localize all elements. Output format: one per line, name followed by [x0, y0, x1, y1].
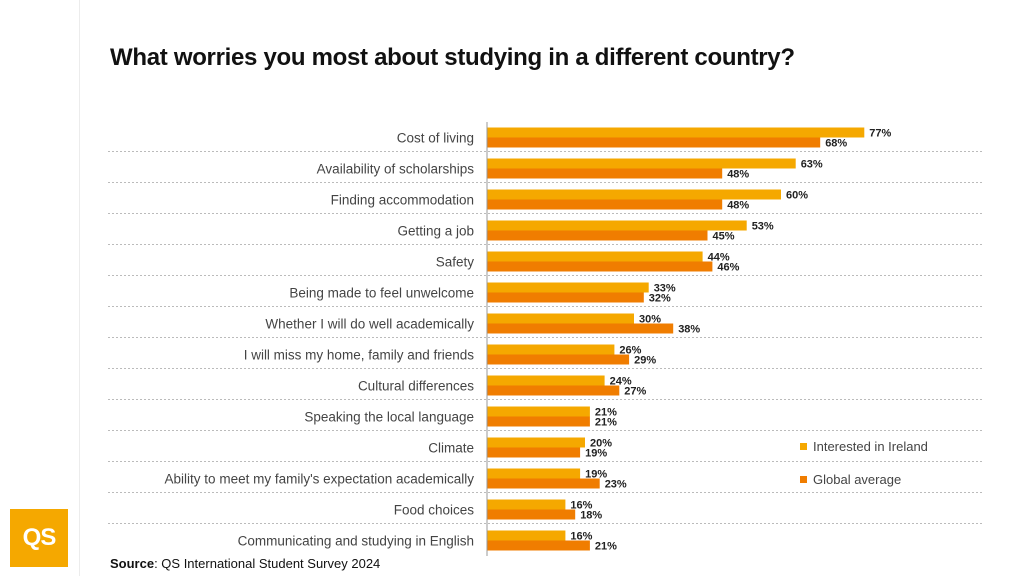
category-label-finding-accommodation: Finding accommodation [331, 193, 474, 208]
value-label-global-average-ability-to-meet-my-family-s-expectation-academically: 23% [605, 479, 627, 491]
bar-global-average-safety [487, 261, 713, 272]
source-text: : QS International Student Survey 2024 [154, 556, 381, 571]
bar-interested-in-ireland-whether-i-will-do-well-academically [487, 313, 634, 324]
bar-interested-in-ireland-cultural-differences [487, 375, 605, 386]
value-label-interested-in-ireland-whether-i-will-do-well-academically: 30% [639, 314, 661, 326]
bar-interested-in-ireland-communicating-and-studying-in-english [487, 530, 566, 541]
bar-global-average-food-choices [487, 509, 576, 520]
value-label-interested-in-ireland-i-will-miss-my-home-family-and-friends: 26% [619, 345, 641, 357]
value-label-global-average-getting-a-job: 45% [713, 231, 735, 243]
bar-global-average-cultural-differences [487, 385, 620, 396]
category-label-food-choices: Food choices [394, 503, 475, 518]
value-label-interested-in-ireland-communicating-and-studying-in-english: 16% [570, 531, 592, 543]
category-label-cultural-differences: Cultural differences [358, 379, 474, 394]
value-label-interested-in-ireland-speaking-the-local-language: 21% [595, 407, 617, 419]
value-label-interested-in-ireland-getting-a-job: 53% [752, 221, 774, 233]
source-note: Source: QS International Student Survey … [110, 556, 380, 571]
value-label-global-average-climate: 19% [585, 448, 607, 460]
legend-item-global: Global average [800, 472, 901, 487]
bar-global-average-cost-of-living [487, 137, 821, 148]
bar-interested-in-ireland-finding-accommodation [487, 189, 781, 200]
bar-interested-in-ireland-getting-a-job [487, 220, 747, 231]
bar-global-average-speaking-the-local-language [487, 416, 590, 427]
value-label-global-average-being-made-to-feel-unwelcome: 32% [649, 293, 671, 305]
value-label-interested-in-ireland-being-made-to-feel-unwelcome: 33% [654, 283, 676, 295]
legend-swatch-ireland [800, 443, 807, 450]
bar-interested-in-ireland-speaking-the-local-language [487, 406, 590, 417]
bar-interested-in-ireland-safety [487, 251, 703, 262]
value-label-interested-in-ireland-cost-of-living: 77% [869, 128, 891, 140]
value-label-interested-in-ireland-food-choices: 16% [570, 500, 592, 512]
bar-interested-in-ireland-availability-of-scholarships [487, 158, 796, 169]
bar-global-average-availability-of-scholarships [487, 168, 723, 179]
value-label-global-average-i-will-miss-my-home-family-and-friends: 29% [634, 355, 656, 367]
bar-global-average-ability-to-meet-my-family-s-expectation-academically [487, 478, 600, 489]
value-label-global-average-communicating-and-studying-in-english: 21% [595, 541, 617, 553]
category-label-i-will-miss-my-home-family-and-friends: I will miss my home, family and friends [244, 348, 475, 363]
bar-global-average-climate [487, 447, 581, 458]
value-label-interested-in-ireland-safety: 44% [708, 252, 730, 264]
category-label-availability-of-scholarships: Availability of scholarships [317, 162, 475, 177]
bar-global-average-whether-i-will-do-well-academically [487, 323, 674, 334]
value-label-global-average-speaking-the-local-language: 21% [595, 417, 617, 429]
value-label-global-average-safety: 46% [717, 262, 739, 274]
bar-global-average-communicating-and-studying-in-english [487, 540, 590, 551]
value-label-global-average-finding-accommodation: 48% [727, 200, 749, 212]
bar-interested-in-ireland-climate [487, 437, 585, 448]
bar-global-average-i-will-miss-my-home-family-and-friends [487, 354, 630, 365]
category-label-speaking-the-local-language: Speaking the local language [304, 410, 474, 425]
value-label-interested-in-ireland-finding-accommodation: 60% [786, 190, 808, 202]
source-label: Source [110, 556, 155, 571]
bar-interested-in-ireland-ability-to-meet-my-family-s-expectation-academically [487, 468, 581, 479]
value-label-interested-in-ireland-ability-to-meet-my-family-s-expectation-academically: 19% [585, 469, 607, 481]
bar-interested-in-ireland-cost-of-living [487, 127, 865, 138]
value-label-interested-in-ireland-climate: 20% [590, 438, 612, 450]
bar-global-average-getting-a-job [487, 230, 708, 241]
bar-interested-in-ireland-being-made-to-feel-unwelcome [487, 282, 649, 293]
category-label-communicating-and-studying-in-english: Communicating and studying in English [238, 534, 474, 549]
value-label-interested-in-ireland-cultural-differences: 24% [610, 376, 632, 388]
value-label-global-average-availability-of-scholarships: 48% [727, 169, 749, 181]
legend-swatch-global [800, 476, 807, 483]
left-divider-line [79, 0, 80, 576]
legend-item-ireland: Interested in Ireland [800, 439, 928, 454]
category-label-cost-of-living: Cost of living [397, 131, 474, 146]
qs-logo: QS [10, 509, 68, 567]
bar-global-average-being-made-to-feel-unwelcome [487, 292, 644, 303]
category-label-whether-i-will-do-well-academically: Whether I will do well academically [265, 317, 474, 332]
category-label-ability-to-meet-my-family-s-expectation-academically: Ability to meet my family's expectation … [165, 472, 475, 487]
value-label-global-average-cost-of-living: 68% [825, 138, 847, 150]
legend-label-ireland: Interested in Ireland [813, 439, 928, 454]
value-label-interested-in-ireland-availability-of-scholarships: 63% [801, 159, 823, 171]
chart-title: What worries you most about studying in … [110, 44, 795, 71]
value-label-global-average-cultural-differences: 27% [624, 386, 646, 398]
value-label-global-average-whether-i-will-do-well-academically: 38% [678, 324, 700, 336]
category-label-getting-a-job: Getting a job [397, 224, 474, 239]
category-label-being-made-to-feel-unwelcome: Being made to feel unwelcome [289, 286, 474, 301]
category-label-climate: Climate [428, 441, 474, 456]
value-label-global-average-food-choices: 18% [580, 510, 602, 522]
bar-interested-in-ireland-i-will-miss-my-home-family-and-friends [487, 344, 615, 355]
category-label-safety: Safety [436, 255, 475, 270]
legend-label-global: Global average [813, 472, 902, 487]
bar-interested-in-ireland-food-choices [487, 499, 566, 510]
bar-global-average-finding-accommodation [487, 199, 723, 210]
